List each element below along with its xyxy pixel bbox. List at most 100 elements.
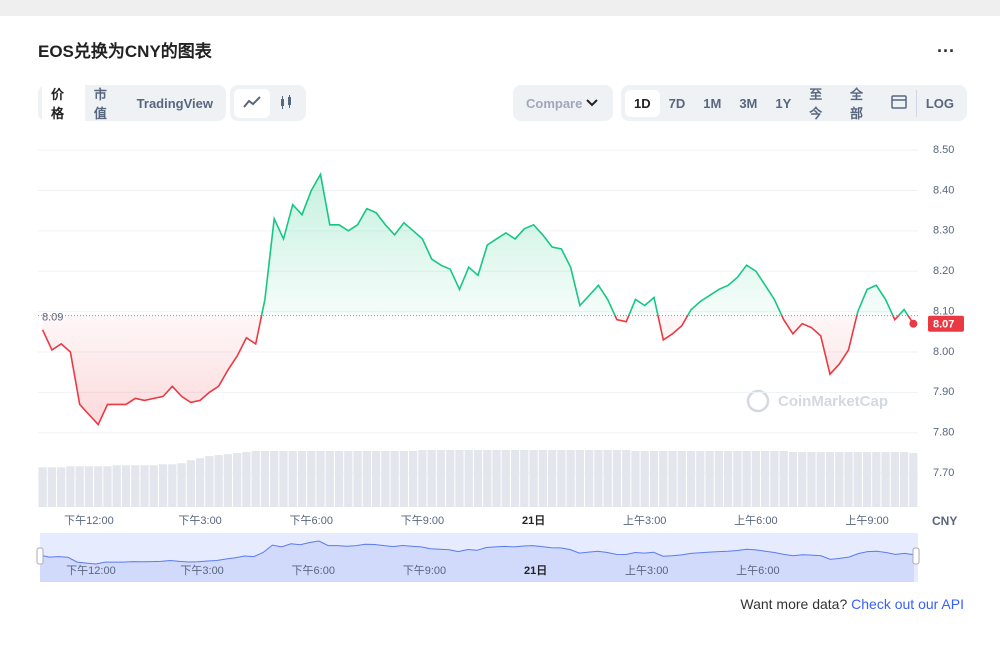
volume-bar <box>538 450 547 507</box>
volume-bar <box>622 450 631 507</box>
volume-bar <box>473 450 483 507</box>
area <box>42 174 914 425</box>
volume-bar <box>371 451 381 507</box>
compare[interactable]: Compare <box>513 85 613 121</box>
last-price-label: 8.07 <box>933 319 954 331</box>
top-bar <box>0 0 1000 16</box>
tab[interactable]: TradingView <box>136 95 213 111</box>
volume-bar <box>705 451 714 507</box>
volume-bar <box>75 466 84 507</box>
watermark: CoinMarketCap <box>778 393 888 410</box>
volume-bar <box>890 452 899 507</box>
calendar[interactable] <box>882 88 916 118</box>
y-tick-label: 8.20 <box>933 265 954 277</box>
navigator-label: 上午6:00 <box>736 564 779 577</box>
volume-bar <box>779 451 788 507</box>
volume-bar <box>427 450 436 507</box>
volume-bar <box>640 451 649 507</box>
range[interactable]: 1M <box>703 95 722 111</box>
volume-bar <box>270 451 279 507</box>
range[interactable]: 至今 <box>809 87 823 121</box>
menu[interactable]: ... <box>937 36 956 56</box>
volume-bar <box>418 450 427 507</box>
y-tick-label: 8.50 <box>933 144 954 156</box>
volume-bar <box>57 467 66 507</box>
volume-bar <box>520 450 529 507</box>
volume-bar <box>761 451 770 507</box>
x-tick-label: 下午9:00 <box>401 514 444 527</box>
volume-bar <box>307 451 316 507</box>
volume-bar <box>585 450 594 507</box>
volume-bar <box>297 451 307 507</box>
line-style[interactable] <box>234 88 270 118</box>
volume-bar <box>631 451 640 507</box>
x-tick-label: 上午9:00 <box>845 514 888 527</box>
volume-bar <box>353 451 362 507</box>
navigator-label: 21日 <box>524 564 547 577</box>
currency-label: CNY <box>932 514 957 528</box>
log-toggle[interactable]: LOG <box>915 89 963 117</box>
tab[interactable]: 价格 <box>42 78 85 128</box>
volume-bar <box>770 451 779 507</box>
volume-bar <box>714 451 723 507</box>
range-group: 1D 7D 1M 3M 1Y 至今 全部 LOG <box>621 85 967 121</box>
range[interactable]: 3M <box>739 95 758 111</box>
footer-text: Want more data? <box>740 596 848 612</box>
range[interactable]: 1D <box>625 89 660 117</box>
volume-bar <box>853 452 862 507</box>
volume-bar <box>575 450 585 507</box>
volume-bar <box>288 451 297 507</box>
volume-bar <box>649 451 659 507</box>
navigator-line <box>39 540 915 565</box>
volume-bar <box>686 451 696 507</box>
volume-bar <box>260 451 270 507</box>
volume-bar <box>566 450 575 507</box>
x-tick-label: 21日 <box>522 514 545 527</box>
volume-bar <box>751 451 761 507</box>
volume-bar <box>807 452 816 507</box>
api-link[interactable]: Check out our API <box>851 596 964 612</box>
y-tick-label: 7.80 <box>933 427 954 439</box>
navigator-label: 下午9:00 <box>403 564 446 577</box>
compare-label: Compare <box>526 95 583 111</box>
y-tick-label: 8.40 <box>933 184 954 196</box>
chart: CoinMarketCap 7.70 7.80 7.90 8.00 8.10 8.20 8.… <box>36 144 964 582</box>
volume-bar <box>205 456 214 507</box>
navigator-handle[interactable] <box>36 547 44 565</box>
navigator-handle[interactable] <box>912 547 920 565</box>
volume-bar <box>557 450 566 507</box>
candle-style[interactable] <box>270 89 302 118</box>
volume-bar <box>455 450 464 507</box>
volume-bar <box>742 451 751 507</box>
volume-bar <box>251 451 260 507</box>
volume-bar <box>121 465 131 507</box>
volume-bar <box>501 450 510 507</box>
volume-bar <box>816 452 825 507</box>
navigator-label: 上午3:00 <box>625 564 668 577</box>
chart-title: EOS兑换为CNY的图表 <box>38 42 212 61</box>
volume-bar <box>233 453 242 507</box>
navigator-label: 下午6:00 <box>292 564 335 577</box>
x-tick-label: 下午3:00 <box>178 514 221 527</box>
volume-bar <box>399 451 409 507</box>
x-tick-label: 下午6:00 <box>290 514 333 527</box>
volume-bar <box>214 455 223 507</box>
volume-bar <box>862 452 872 507</box>
volume-bar <box>94 466 103 507</box>
volume-bar <box>844 452 853 507</box>
footer: Want more data? Check out our API <box>740 596 964 612</box>
volume-bar <box>242 452 251 507</box>
volume-bar <box>436 450 446 507</box>
y-tick-label: 7.70 <box>933 467 954 479</box>
price-line <box>41 171 915 427</box>
tab[interactable]: 市值 <box>93 87 107 121</box>
volume-bar <box>603 450 612 507</box>
watermark-logo <box>746 389 770 413</box>
range[interactable]: 全部 <box>850 87 864 121</box>
navigator-label: 下午12:00 <box>66 564 116 577</box>
x-tick-label: 上午3:00 <box>623 514 666 527</box>
volume-bar <box>131 465 140 507</box>
range[interactable]: 7D <box>668 95 686 111</box>
range[interactable]: 1Y <box>775 95 792 111</box>
volume-bar <box>677 451 686 507</box>
